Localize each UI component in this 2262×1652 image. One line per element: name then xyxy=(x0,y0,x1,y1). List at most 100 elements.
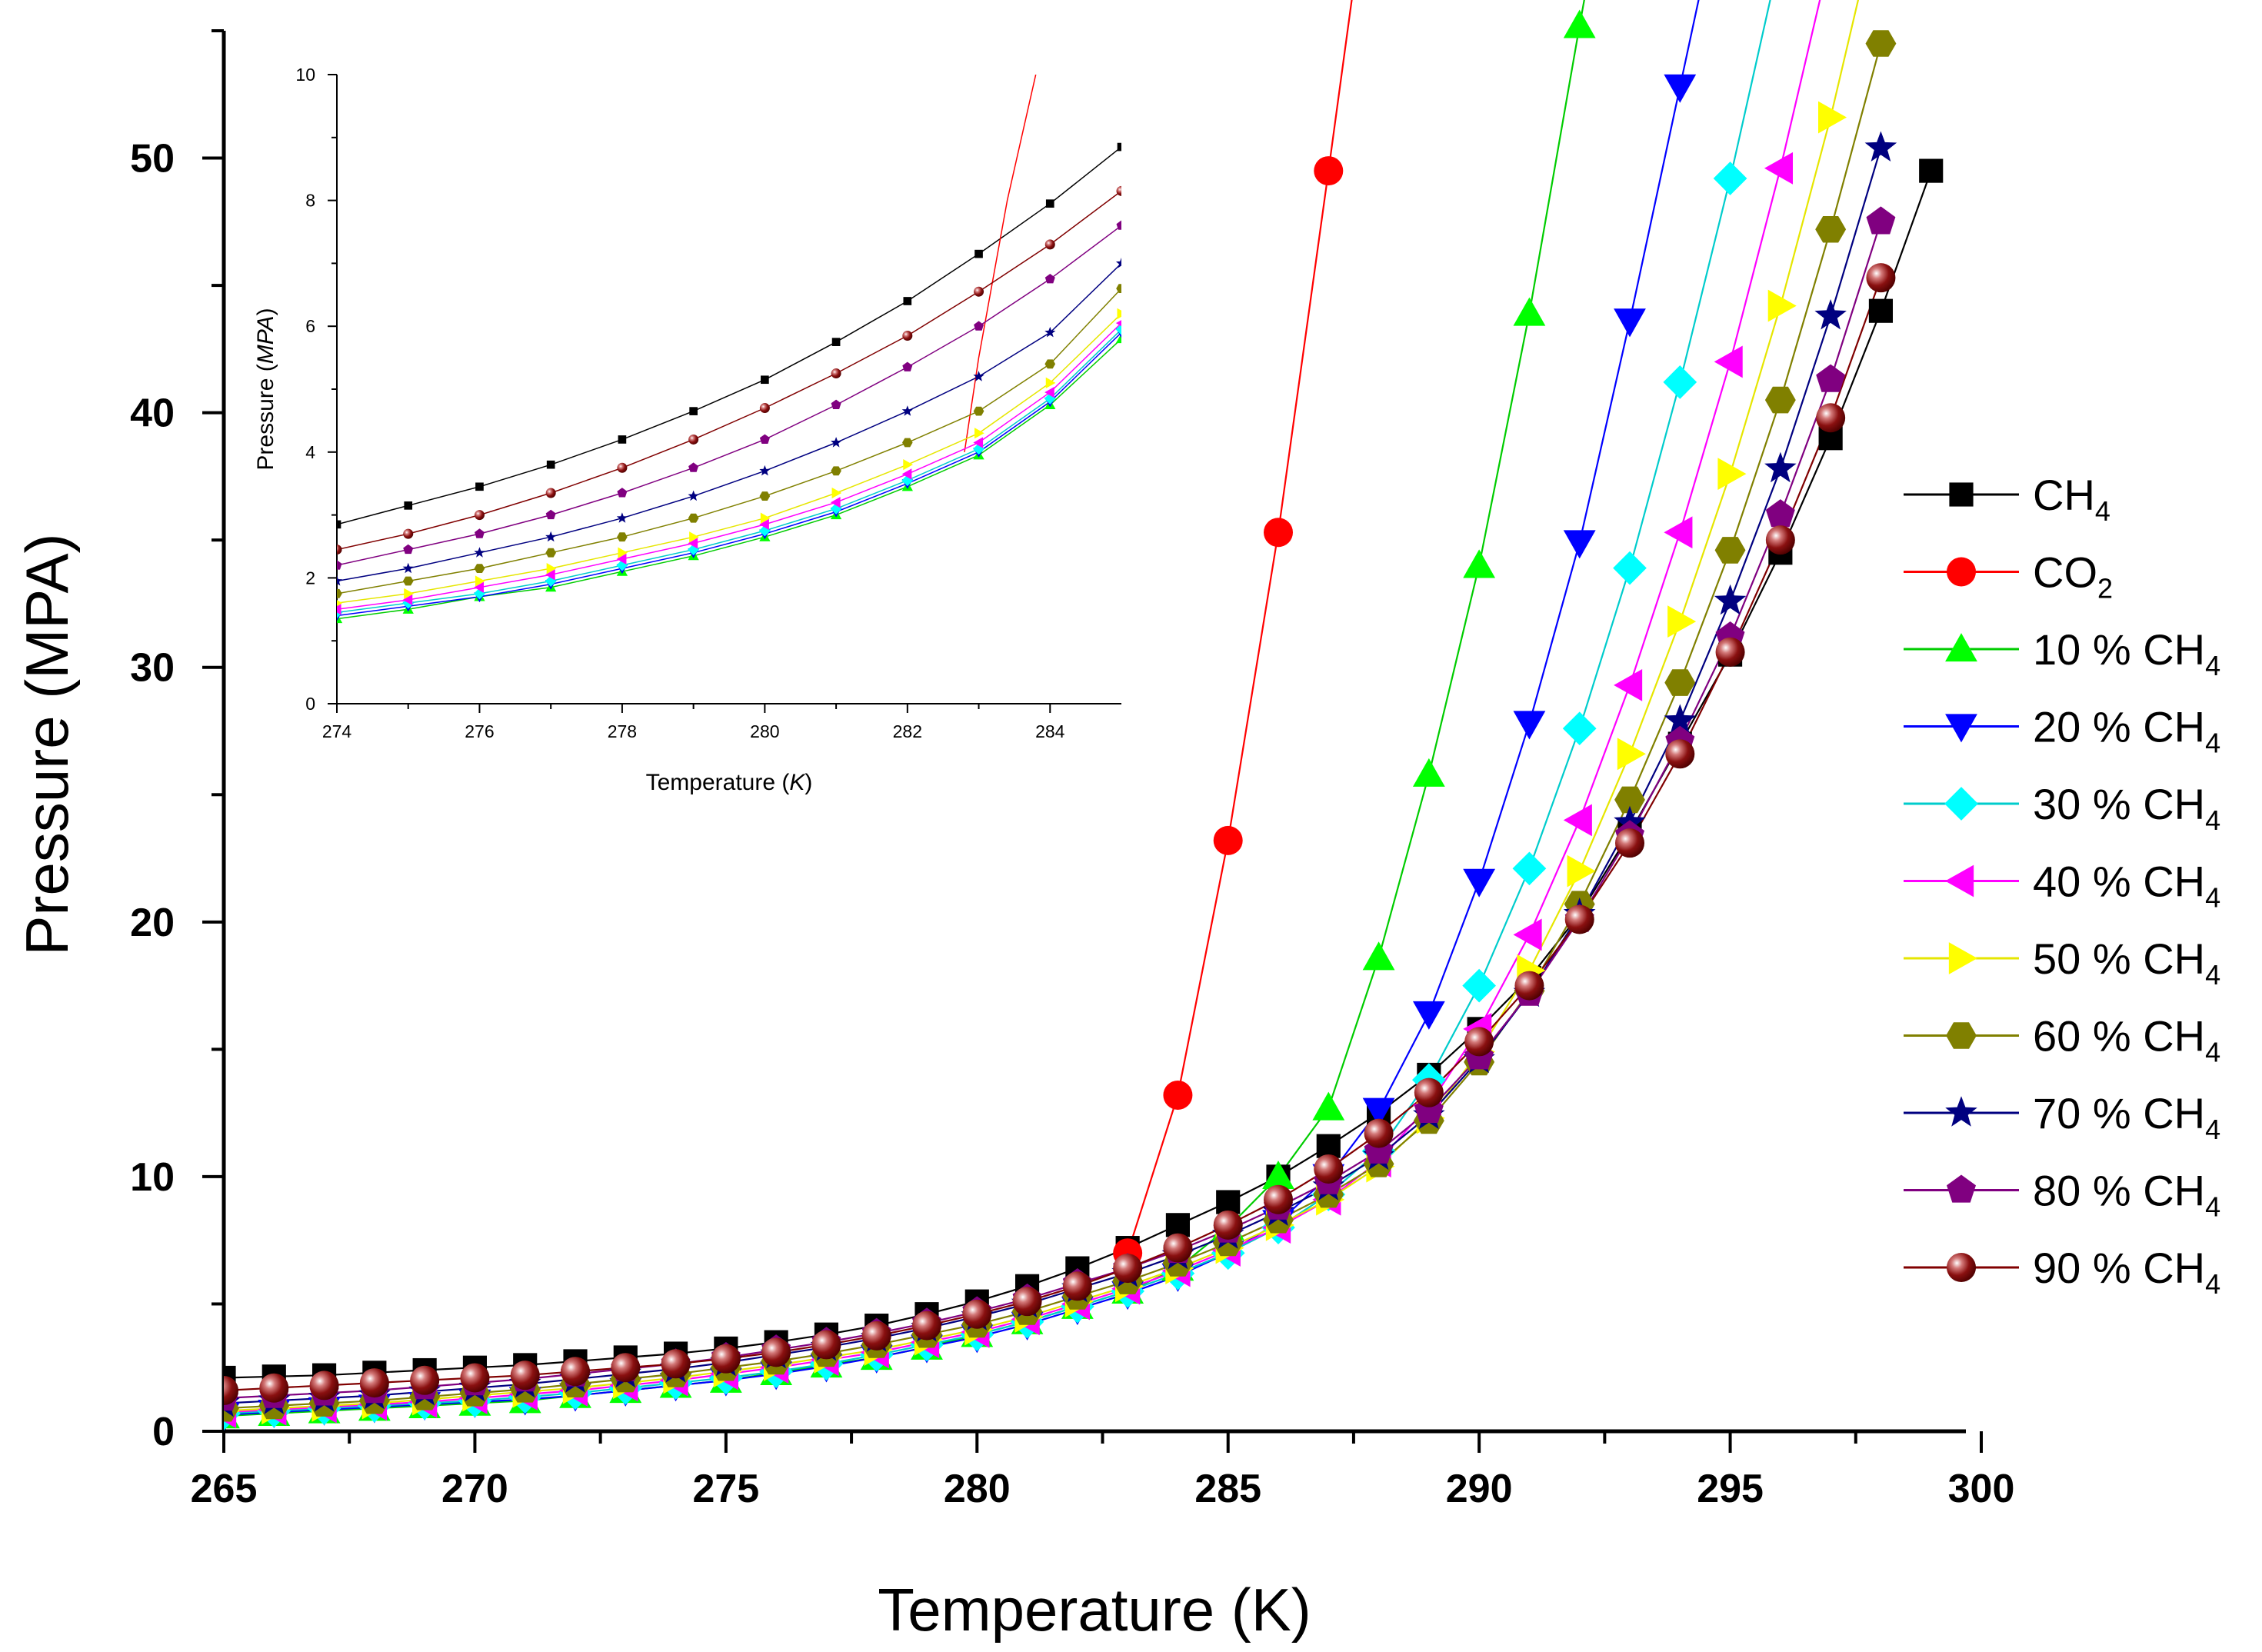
main-point-30-pct-ch xyxy=(1713,162,1747,195)
main-xtick-label: 295 xyxy=(1697,1467,1764,1511)
legend-marker-90-pct-ch4 xyxy=(1947,1253,1976,1282)
main-point-90-pct-ch xyxy=(1012,1287,1042,1317)
main-ytick-label: 50 xyxy=(130,137,175,182)
inset-line-60-pct-ch4 xyxy=(337,288,1121,595)
inset-point-ch4 xyxy=(831,338,841,346)
inset-point-40-pct-ch4 xyxy=(688,538,698,549)
inset-ylabel: Pressure (MPA) xyxy=(253,308,278,470)
legend-label-text: 70 % CH xyxy=(2033,1089,2205,1137)
inset-point-80-pct-ch4 xyxy=(974,321,984,331)
legend-label-text: 80 % CH xyxy=(2033,1167,2205,1215)
inset-point-50-pct-ch4 xyxy=(475,575,485,587)
main-point-50-pct-ch xyxy=(1567,854,1596,888)
main-point-co xyxy=(1163,1080,1193,1110)
inset-point-80-pct-ch4 xyxy=(902,361,913,371)
legend-label-subscript: 4 xyxy=(2205,1191,2220,1223)
main-point-90-pct-ch xyxy=(1414,1077,1444,1107)
main-point-10-pct-ch xyxy=(1463,549,1496,578)
main-xlabel: Temperature (K) xyxy=(878,1576,1311,1644)
inset-point-30-pct-ch4 xyxy=(973,443,985,455)
inset-point-90-pct-ch4 xyxy=(545,488,556,498)
main-point-20-pct-ch xyxy=(1664,74,1697,103)
legend-label-text: 10 % CH xyxy=(2033,625,2205,674)
inset-point-30-pct-ch4 xyxy=(473,588,485,600)
inset-point-ch4 xyxy=(903,297,912,305)
main-point-50-pct-ch xyxy=(1667,605,1697,638)
main-xtick-label: 300 xyxy=(1948,1467,2015,1511)
main-ylabel: Pressure (MPA) xyxy=(13,534,81,956)
inset-point-80-pct-ch4 xyxy=(475,528,485,538)
legend-label-10-pct-ch4: 10 % CH4 xyxy=(2033,625,2220,681)
legend-label-subscript: 4 xyxy=(2205,1268,2220,1300)
inset-point-30-pct-ch4 xyxy=(1044,392,1056,405)
main-point-20-pct-ch xyxy=(1463,868,1496,898)
inset-line-30-pct-ch4 xyxy=(337,328,1121,614)
inset-point-40-pct-ch4 xyxy=(830,497,841,508)
main-point-20-pct-ch xyxy=(1362,1097,1395,1127)
legend-label-50-pct-ch4: 50 % CH4 xyxy=(2033,934,2220,991)
main-point-60-pct-ch xyxy=(1714,537,1746,564)
inset-point-70-pct-ch4 xyxy=(973,371,984,381)
main-point-40-pct-ch xyxy=(1563,804,1592,837)
inset-point-60-pct-ch4 xyxy=(759,491,771,501)
main-point-70-pct-ch xyxy=(1814,299,1847,330)
main-point-80-pct-ch xyxy=(1816,364,1846,392)
main-point-70-pct-ch xyxy=(1864,131,1897,162)
inset-point-40-pct-ch4 xyxy=(1115,320,1121,327)
legend-label-text: 60 % CH xyxy=(2033,1012,2205,1061)
inset-point-90-pct-ch4 xyxy=(474,510,485,521)
main-point-90-pct-ch xyxy=(1264,1184,1293,1214)
main-point-10-pct-ch xyxy=(1412,758,1445,787)
inset-point-80-pct-ch4 xyxy=(759,434,770,444)
inset-point-70-pct-ch4 xyxy=(1115,257,1121,268)
main-point-20-pct-ch xyxy=(1513,711,1546,740)
main-point-20-pct-ch xyxy=(1563,530,1596,559)
main-point-90-pct-ch xyxy=(1213,1210,1243,1240)
main-point-90-pct-ch xyxy=(309,1371,339,1401)
main-point-90-pct-ch xyxy=(1514,971,1544,1001)
inset-point-80-pct-ch4 xyxy=(831,399,841,409)
main-ytick-label: 20 xyxy=(130,901,175,945)
main-point-70-pct-ch xyxy=(1764,451,1797,483)
inset-point-ch4 xyxy=(404,501,413,510)
inset-point-40-pct-ch4 xyxy=(545,569,555,581)
legend-label-text: 20 % CH xyxy=(2033,703,2205,751)
main-line-60-pct-ch xyxy=(224,43,1882,1410)
legend-marker-10-pct-ch4 xyxy=(1945,633,1977,662)
inset-point-70-pct-ch4 xyxy=(1044,326,1056,338)
legend-marker-20-pct-ch4 xyxy=(1945,714,1977,743)
main-point-50-pct-ch xyxy=(1767,289,1797,322)
inset-point-40-pct-ch4 xyxy=(973,437,984,448)
inset-point-80-pct-ch4 xyxy=(1116,220,1121,230)
main-line-50-pct-ch xyxy=(224,0,1860,1412)
legend-label-30-pct-ch4: 30 % CH4 xyxy=(2033,780,2220,836)
legend-label-subscript: 4 xyxy=(2205,804,2220,836)
legend-marker-70-pct-ch4 xyxy=(1945,1096,1977,1127)
legend-marker-30-pct-ch4 xyxy=(1944,787,1978,821)
main-series-markers xyxy=(224,9,1944,1431)
inset-point-40-pct-ch4 xyxy=(402,594,413,606)
inset-point-90-pct-ch4 xyxy=(617,462,628,473)
legend-label-40-pct-ch4: 40 % CH4 xyxy=(2033,858,2220,914)
legend-label-text: CH xyxy=(2033,471,2095,519)
inset-point-50-pct-ch4 xyxy=(404,588,414,599)
main-point-60-pct-ch xyxy=(1664,669,1696,696)
main-point-10-pct-ch xyxy=(1262,1161,1294,1190)
inset-ytick-label: 8 xyxy=(305,191,315,211)
main-point-90-pct-ch xyxy=(1314,1154,1344,1184)
main-point-60-pct-ch xyxy=(1764,386,1796,414)
inset-point-60-pct-ch4 xyxy=(902,438,913,448)
main-point-ch xyxy=(1919,158,1944,183)
main-point-90-pct-ch xyxy=(359,1368,389,1398)
main-point-90-pct-ch xyxy=(661,1349,691,1379)
legend-label-subscript: 4 xyxy=(2205,650,2220,681)
legend-label-80-pct-ch4: 80 % CH4 xyxy=(2033,1167,2220,1223)
main-point-90-pct-ch xyxy=(912,1311,941,1341)
inset-point-80-pct-ch4 xyxy=(545,509,556,520)
inset-point-50-pct-ch4 xyxy=(337,600,343,607)
main-ytick-label: 0 xyxy=(152,1410,175,1454)
main-point-50-pct-ch xyxy=(1717,458,1747,490)
main-point-60-pct-ch xyxy=(1865,30,1897,57)
inset-point-ch4 xyxy=(475,482,484,491)
